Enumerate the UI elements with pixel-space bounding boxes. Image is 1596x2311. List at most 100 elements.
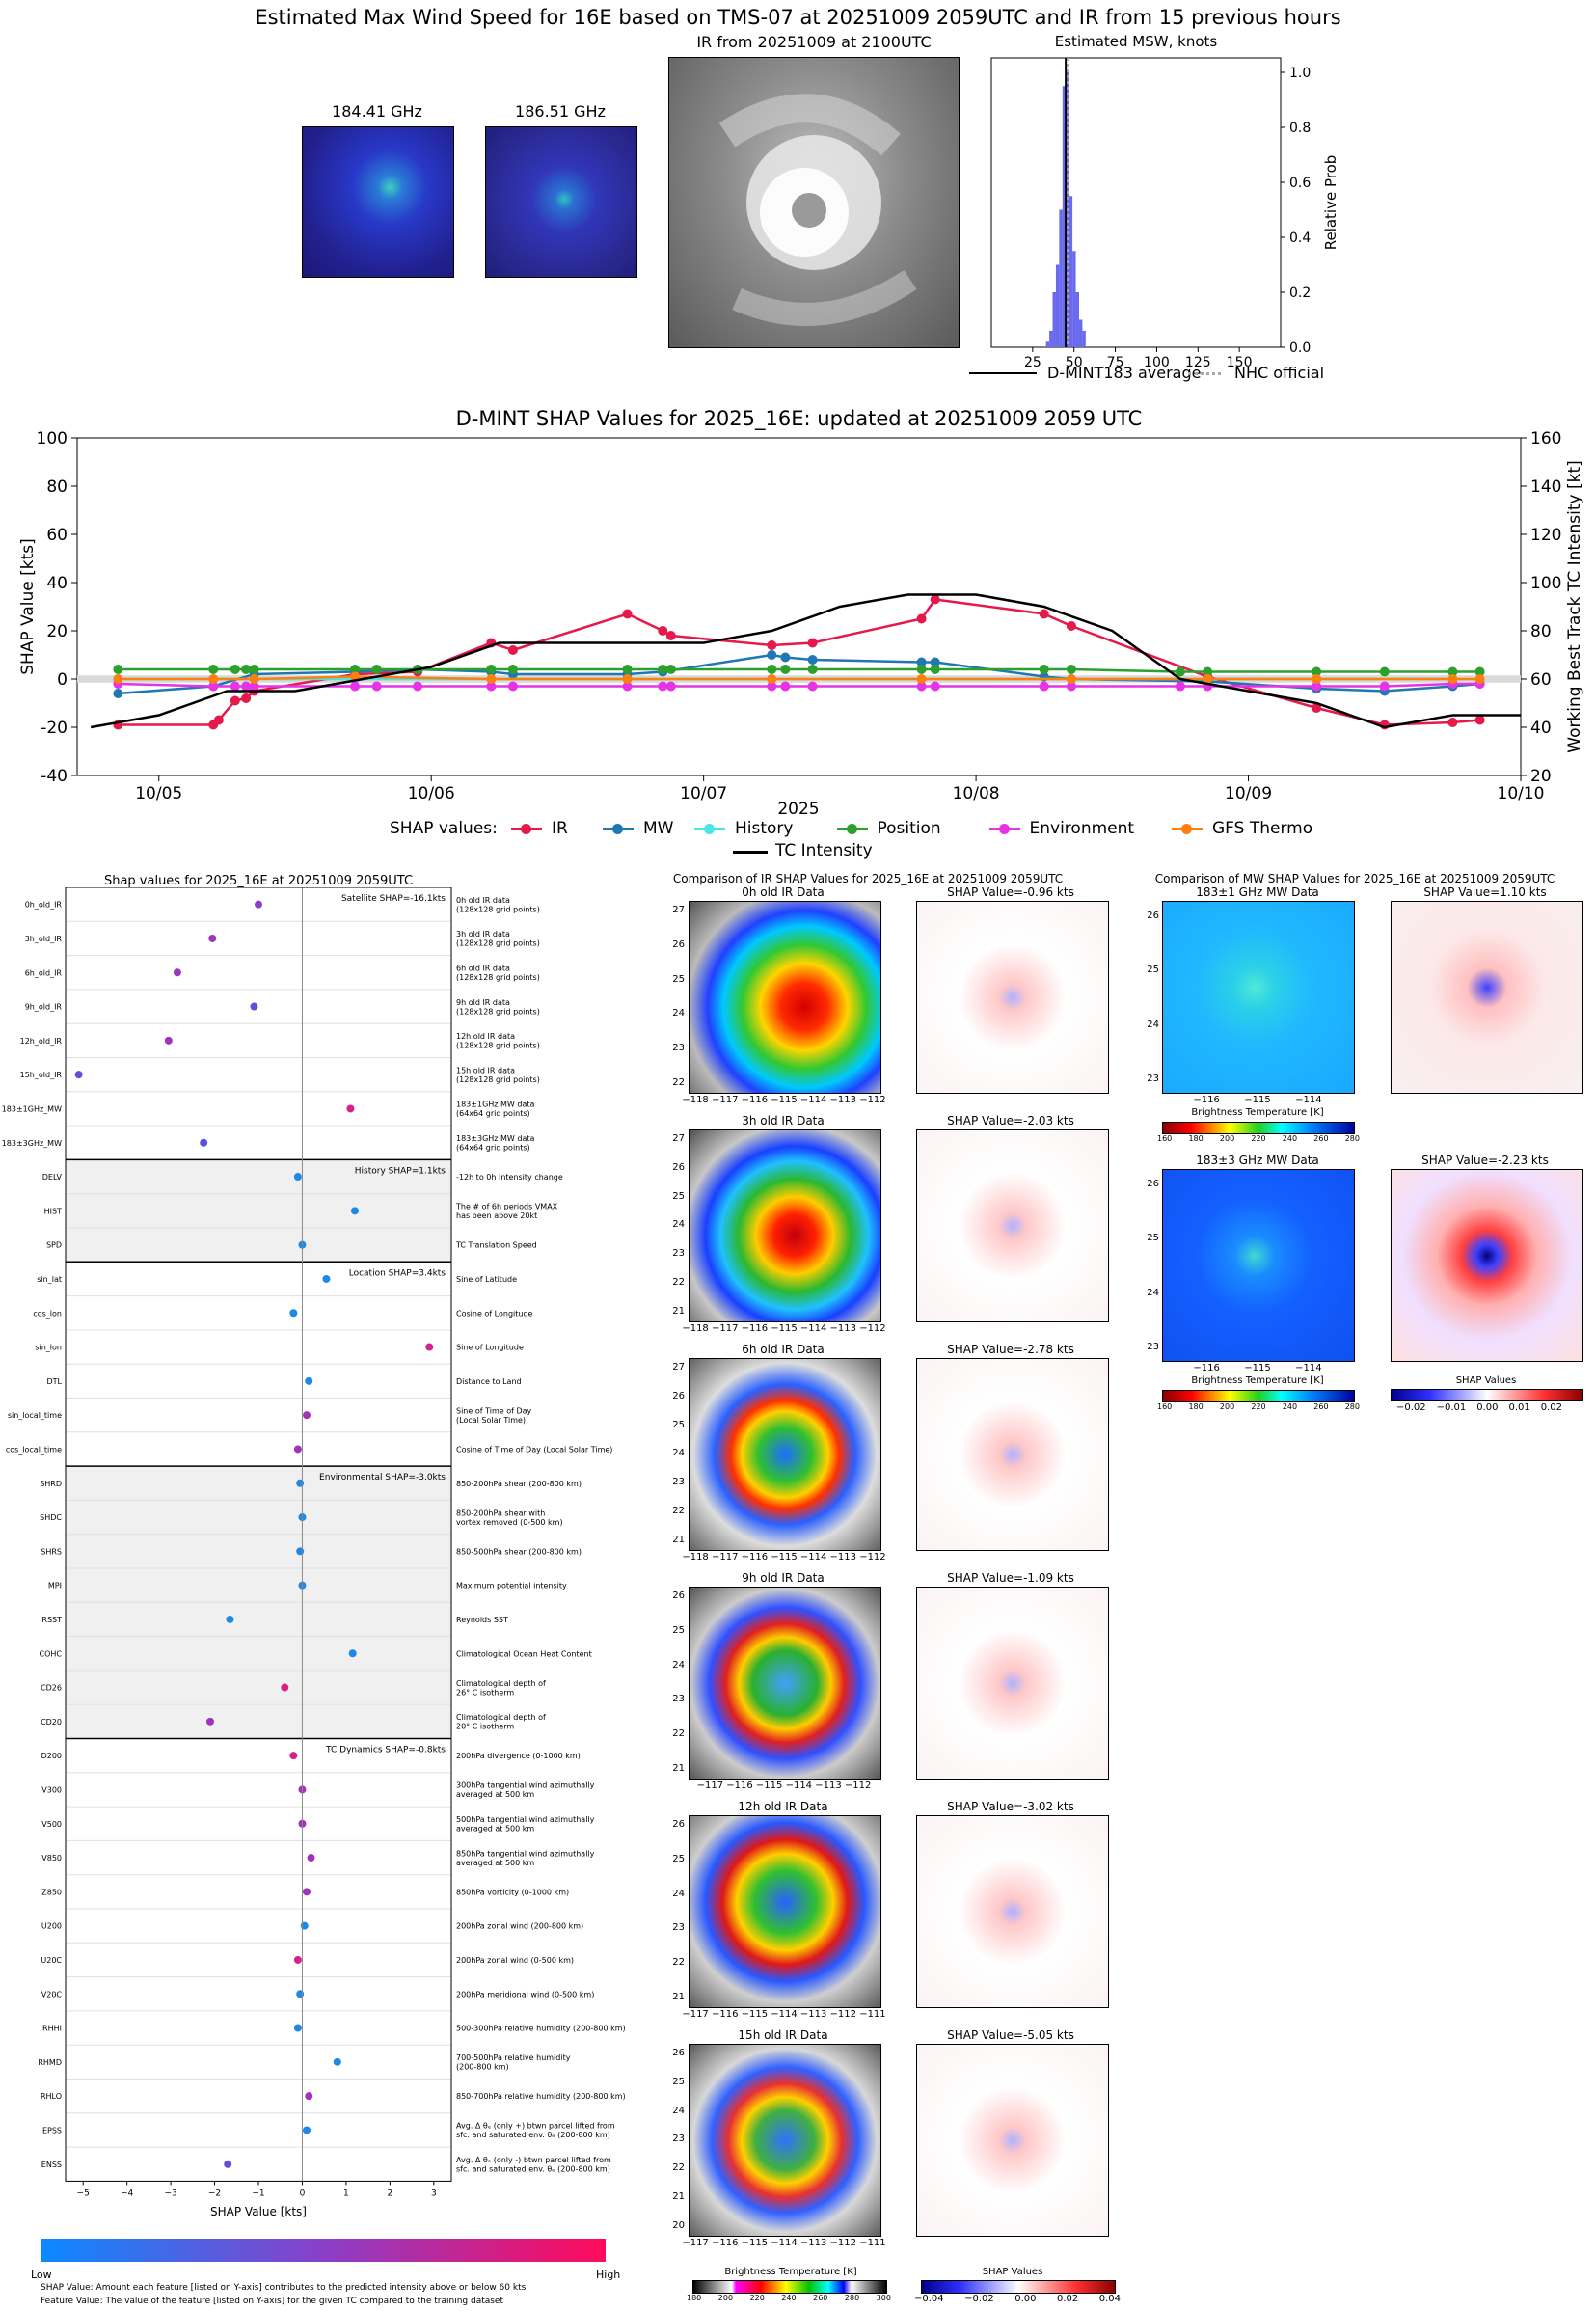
hist-bar (1069, 196, 1073, 347)
feature-name: RSST (41, 1616, 62, 1624)
ir-shap-ticks: −0.04 −0.02 0.00 0.02 0.04 (914, 2294, 1121, 2304)
feature-desc: 850-500hPa shear (200-800 km) (456, 1547, 582, 1556)
ir-ytick-label: 24 (672, 1448, 685, 1459)
series-point (371, 665, 382, 674)
feature-shap-point (164, 1036, 173, 1045)
ir-ytick-label: 21 (672, 1305, 685, 1317)
series-point (622, 681, 633, 692)
feature-desc: 183±1GHz MW data (456, 1101, 534, 1109)
ts-xtick-label: 10/06 (408, 784, 455, 803)
series-point (413, 681, 423, 692)
legend-dot (998, 823, 1010, 834)
ir-ytick-label: 23 (672, 1694, 685, 1705)
hist-frame (990, 57, 1282, 348)
series-point (113, 665, 123, 674)
ir-data-label: 9h old IR Data (742, 1571, 825, 1585)
feature-name: D200 (41, 1752, 62, 1760)
feature-shap-point (296, 1990, 305, 1998)
mw-cb-tick: 160 (1157, 1134, 1173, 1143)
hist-ytick-label: 1.0 (1289, 66, 1311, 81)
hist-xtick-label: 25 (1024, 355, 1041, 370)
ir-shap-tick: −0.02 (964, 2294, 994, 2304)
ir-shap-image (916, 1587, 1109, 1780)
legend-label: Position (877, 819, 941, 838)
series-point (1039, 681, 1049, 692)
mw-shap-cb-tick: −0.01 (1436, 1402, 1467, 1413)
series-point (930, 681, 940, 692)
shap-xtick-label: 3 (431, 2189, 437, 2198)
shap-feature-panel: Satellite SHAP=-16.1kts 0h_old_IR 0h old I… (2, 887, 626, 2198)
mw-shap-cb-tick: −0.02 (1396, 1402, 1426, 1413)
series-point (241, 665, 252, 674)
series-point (249, 665, 259, 674)
ts-xtick-label: 10/09 (1225, 784, 1272, 803)
hist-bar (1052, 292, 1056, 347)
mw-data-image (1162, 901, 1355, 1094)
hist-bar (1082, 330, 1086, 347)
feature-name: 6h_old_IR (25, 968, 63, 977)
series-point (1474, 666, 1485, 677)
ir-ytick-label: 23 (672, 1922, 685, 1934)
legend-swatch (694, 823, 725, 834)
ir-data-image (689, 1129, 881, 1322)
ir-ytick-label: 22 (672, 2162, 685, 2174)
ir-xticks: −117 −116 −115 −114 −113 −112 (696, 1781, 872, 1791)
feature-shap-point (305, 1376, 313, 1385)
ts-ytick-label: 40 (46, 574, 68, 593)
legend-swatch (603, 823, 634, 834)
ir-cb-tick: 300 (876, 2294, 891, 2302)
ir-ytick-label: 22 (672, 1957, 685, 1969)
series-point (350, 665, 361, 674)
mw-shap-value-label: SHAP Value=-2.23 kts (1421, 1154, 1549, 1167)
feature-desc: 850-200hPa shear with (456, 1509, 545, 1517)
series-point (916, 613, 927, 624)
feature-desc: (64x64 grid points) (456, 1144, 530, 1153)
feature-name: DTL (46, 1377, 62, 1386)
series-point (916, 681, 927, 692)
series-point (1203, 674, 1213, 684)
ir-shap-image (916, 1129, 1109, 1322)
feature-desc: 300hPa tangential wind azimuthally (456, 1781, 595, 1790)
intensity-line (90, 593, 1521, 729)
feature-shap-point (206, 1717, 214, 1726)
feature-desc: 700-500hPa relative humidity (456, 2053, 571, 2062)
ir-ytick-label: 26 (672, 2048, 685, 2058)
legend-intensity-label: TC Intensity (775, 841, 873, 860)
series-point (230, 665, 240, 674)
ir-cb-tick: 180 (687, 2294, 702, 2302)
ir-yticks: 27 26 25 24 23 22 21 (665, 1133, 685, 1317)
legend-dot (704, 823, 715, 834)
section-title: TC Dynamics SHAP=-0.8kts (325, 1746, 446, 1755)
legend-item-ir: IR (511, 819, 568, 838)
mw-ytick-label: 23 (1147, 1073, 1159, 1084)
series-point (767, 640, 777, 650)
series-point (1312, 703, 1322, 713)
hist-ytick-label: 0.2 (1289, 285, 1311, 301)
hist-bar (1062, 86, 1067, 347)
ir-shap-value-label: SHAP Value=-2.78 kts (947, 1343, 1074, 1356)
mw-cb-tick: 260 (1313, 1134, 1329, 1143)
ir-ytick-label: 22 (672, 1076, 685, 1088)
ir-cb-tick: 260 (813, 2294, 828, 2302)
ir-data-label: 6h old IR Data (742, 1343, 825, 1356)
ir-shap-tick: 0.02 (1056, 2294, 1079, 2304)
ir-xticks: −117 −116 −115 −114 −113 −112 −111 (682, 2238, 886, 2248)
series-point (241, 693, 252, 703)
feature-name: SHDC (40, 1513, 62, 1522)
ir-ytick-label: 25 (672, 1190, 685, 1202)
feature-desc: (128x128 grid points) (456, 973, 540, 982)
series-point (930, 665, 940, 674)
feature-name: 9h_old_IR (25, 1003, 63, 1012)
mw-xticks: −116 −115 −114 (1193, 1095, 1322, 1105)
feature-name: Z850 (41, 1888, 62, 1896)
feature-desc: averaged at 500 km (456, 1825, 534, 1834)
series-point (507, 665, 518, 674)
series-point (1066, 674, 1076, 684)
hist-ytick-label: 0.6 (1289, 176, 1311, 191)
ir-data-label: 15h old IR Data (738, 2028, 828, 2042)
mw-cb-tick: 200 (1219, 1134, 1235, 1143)
ir-ytick-label: 25 (672, 1419, 685, 1430)
ts-xtick-label: 10/10 (1498, 784, 1545, 803)
ir-ytick-label: 26 (672, 1819, 685, 1830)
series-point (807, 681, 818, 692)
